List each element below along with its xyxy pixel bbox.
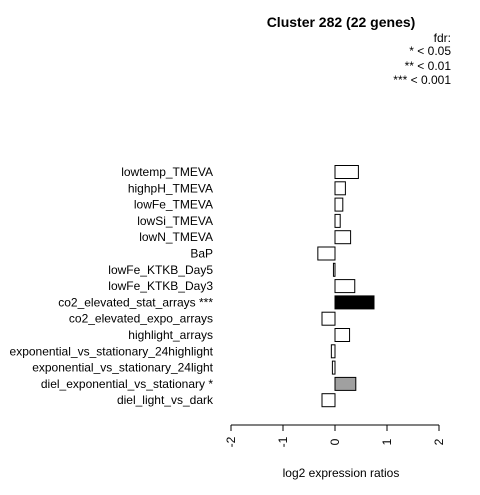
- chart-title: Cluster 282 (22 genes): [267, 14, 416, 30]
- bar-group: [317, 165, 375, 408]
- category-label-1: highpH_TMEVA: [128, 181, 213, 195]
- legend-entry-2: ** < 0.01: [405, 59, 452, 73]
- category-label-10: highlight_arrays: [128, 328, 213, 342]
- bar-8: [334, 295, 375, 310]
- bar-13: [334, 376, 357, 391]
- bar-12: [331, 360, 336, 375]
- category-label-4: lowN_TMEVA: [139, 230, 213, 244]
- legend-title: fdr:: [434, 31, 451, 45]
- bar-4: [334, 230, 352, 245]
- category-label-2: lowFe_TMEVA: [134, 198, 213, 212]
- category-labels: lowtemp_TMEVA highpH_TMEVA lowFe_TMEVA lowS…: [10, 165, 214, 407]
- bar-6: [332, 262, 336, 277]
- x-tick-label-1: -1: [276, 436, 290, 447]
- bar-1: [334, 181, 346, 196]
- category-label-8: co2_elevated_stat_arrays ***: [58, 295, 213, 309]
- legend-entry-1: * < 0.05: [409, 44, 451, 58]
- bar-2: [334, 197, 344, 212]
- bar-9: [321, 311, 336, 326]
- category-label-14: diel_light_vs_dark: [117, 393, 214, 407]
- category-label-12: exponential_vs_stationary_24light: [32, 361, 213, 375]
- bar-5: [317, 246, 336, 261]
- category-label-6: lowFe_KTKB_Day5: [108, 263, 213, 277]
- category-label-0: lowtemp_TMEVA: [121, 165, 213, 179]
- category-label-7: lowFe_KTKB_Day3: [108, 279, 213, 293]
- x-tick-label-2: 0: [328, 438, 342, 445]
- bar-10: [334, 328, 351, 342]
- x-axis: -2 -1 0 1 2: [224, 424, 446, 447]
- bar-3: [334, 213, 341, 228]
- x-tick-label-4: 2: [432, 438, 446, 445]
- category-label-9: co2_elevated_expo_arrays: [69, 312, 213, 326]
- bar-0: [334, 165, 359, 179]
- x-tick-label-0: -2: [224, 436, 238, 447]
- category-label-3: lowSi_TMEVA: [137, 214, 213, 228]
- category-label-5: BaP: [190, 247, 213, 261]
- bar-7: [334, 279, 356, 294]
- category-label-11: exponential_vs_stationary_24highlight: [10, 344, 214, 358]
- category-label-13: diel_exponential_vs_stationary *: [41, 377, 213, 391]
- bar-11: [330, 344, 336, 359]
- x-axis-label: log2 expression ratios: [283, 466, 400, 480]
- x-tick-label-3: 1: [380, 438, 394, 445]
- legend-entry-3: *** < 0.001: [393, 73, 451, 87]
- legend: fdr: * < 0.05 ** < 0.01 *** < 0.001: [393, 31, 451, 87]
- bar-14: [321, 393, 336, 408]
